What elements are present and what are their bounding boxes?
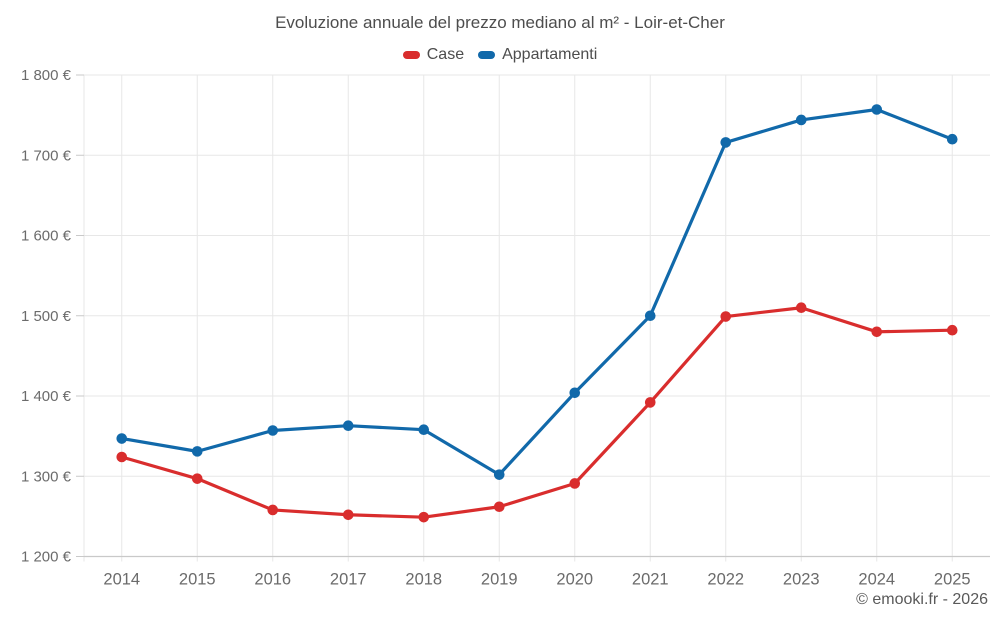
data-point-case-2019[interactable] (493, 501, 505, 513)
data-point-case-2021[interactable] (644, 397, 656, 408)
data-point-case-2018[interactable] (418, 511, 430, 523)
y-tick-label: 1 400 € (21, 388, 72, 405)
legend-label-case: Case (426, 46, 465, 63)
data-point-appartamenti-2023[interactable] (795, 114, 807, 126)
y-tick-label: 1 600 € (21, 228, 72, 245)
copyright-text: © emooki.fr - 2026 (856, 591, 988, 608)
data-point-case-2020[interactable] (569, 478, 581, 489)
appartamenti-series-swatch-icon (478, 51, 496, 59)
x-tick-label: 2017 (330, 571, 367, 589)
data-point-appartamenti-2019[interactable] (493, 469, 505, 480)
y-tick-label: 1 500 € (21, 308, 72, 325)
data-point-appartamenti-2024[interactable] (871, 104, 883, 115)
data-point-case-2023[interactable] (795, 302, 807, 314)
data-point-case-2016[interactable] (267, 504, 279, 516)
case-series-line[interactable] (120, 306, 954, 519)
x-tick-label: 2014 (103, 571, 140, 589)
data-point-appartamenti-2022[interactable] (720, 137, 732, 148)
chart-title: Evoluzione annuale del prezzo mediano al… (275, 13, 725, 32)
y-tick-label: 1 700 € (21, 147, 72, 164)
data-point-case-2017[interactable] (342, 509, 354, 521)
appartamenti-series-line[interactable] (120, 107, 954, 477)
data-point-appartamenti-2020[interactable] (569, 387, 581, 399)
case-series-swatch-icon (402, 51, 420, 59)
data-point-case-2024[interactable] (871, 326, 883, 338)
data-point-case-2022[interactable] (720, 311, 732, 322)
x-tick-label: 2021 (632, 571, 669, 589)
data-point-case-2015[interactable] (191, 473, 203, 484)
data-point-appartamenti-2016[interactable] (267, 425, 279, 436)
legend-item-case[interactable]: Case (402, 46, 465, 64)
data-point-case-2025[interactable] (946, 324, 958, 336)
y-tick-label: 1 800 € (21, 67, 72, 84)
data-point-appartamenti-2025[interactable] (946, 133, 958, 145)
x-tick-label: 2022 (707, 571, 744, 589)
x-tick-label: 2018 (405, 571, 442, 589)
data-point-appartamenti-2018[interactable] (418, 424, 430, 436)
x-tick-label: 2019 (481, 571, 518, 589)
y-tick-label: 1 300 € (21, 468, 72, 485)
y-tick-label: 1 200 € (21, 549, 72, 566)
data-point-appartamenti-2017[interactable] (342, 420, 354, 431)
x-tick-label: 2024 (858, 571, 895, 589)
chart-legend: Case Appartamenti (0, 46, 1000, 64)
x-tick-label: 2016 (254, 571, 291, 589)
legend-label-appartamenti: Appartamenti (502, 46, 598, 63)
legend-item-appartamenti[interactable]: Appartamenti (478, 46, 597, 64)
data-point-case-2014[interactable] (116, 451, 128, 463)
x-tick-label: 2020 (556, 571, 593, 589)
x-tick-label: 2023 (783, 571, 820, 589)
data-point-appartamenti-2014[interactable] (116, 433, 128, 444)
data-point-appartamenti-2021[interactable] (644, 310, 656, 322)
data-point-appartamenti-2015[interactable] (191, 446, 203, 457)
x-tick-label: 2015 (179, 571, 216, 589)
x-tick-label: 2025 (934, 571, 971, 589)
